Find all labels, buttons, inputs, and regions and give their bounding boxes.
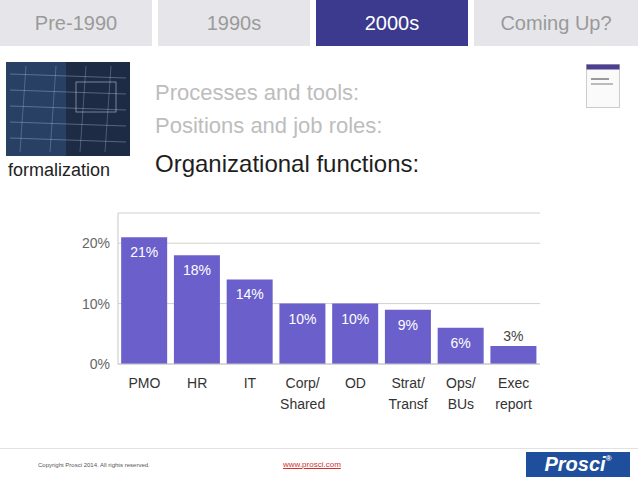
html-text:Coming Up?: Coming Up? <box>500 12 612 34</box>
html-text:Prosci: Prosci <box>544 453 606 475</box>
svg-text:Execreport: Execreport <box>495 375 532 412</box>
svg-text:HR: HR <box>187 375 207 391</box>
html-text:Positions and job roles:: Positions and job roles: <box>155 113 383 138</box>
svg-text:PMO: PMO <box>128 375 160 391</box>
svg-text:0%: 0% <box>90 356 110 372</box>
html-text:Organizational functions:: Organizational functions: <box>155 150 420 177</box>
html-text:www.prosci.com: www.prosci.com <box>283 460 341 469</box>
svg-text:Ops/BUs: Ops/BUs <box>446 375 476 412</box>
html-text:Processes and tools:: Processes and tools: <box>155 80 360 105</box>
svg-text:18%: 18% <box>183 262 211 278</box>
svg-text:3%: 3% <box>503 328 523 344</box>
svg-text:10%: 10% <box>288 311 316 327</box>
svg-text:20%: 20% <box>82 235 110 251</box>
svg-text:10%: 10% <box>341 311 369 327</box>
svg-text:Corp/Shared: Corp/Shared <box>280 375 325 412</box>
html-text:Pre-1990: Pre-1990 <box>34 12 118 34</box>
svg-text:OD: OD <box>345 375 366 391</box>
svg-text:14%: 14% <box>236 286 264 302</box>
svg-text:IT: IT <box>244 375 257 391</box>
svg-text:21%: 21% <box>130 244 158 260</box>
svg-text:10%: 10% <box>82 296 110 312</box>
svg-text:9%: 9% <box>398 317 418 333</box>
html-text:Copyright Prosci 2014. All rig: Copyright Prosci 2014. All rights reserv… <box>38 462 150 468</box>
html-text:1990s: 1990s <box>206 12 262 34</box>
html-text:formalization: formalization <box>8 160 110 180</box>
html-text:2000s: 2000s <box>364 12 420 34</box>
svg-text:Strat/Transf: Strat/Transf <box>389 375 428 412</box>
svg-text:6%: 6% <box>451 335 471 351</box>
